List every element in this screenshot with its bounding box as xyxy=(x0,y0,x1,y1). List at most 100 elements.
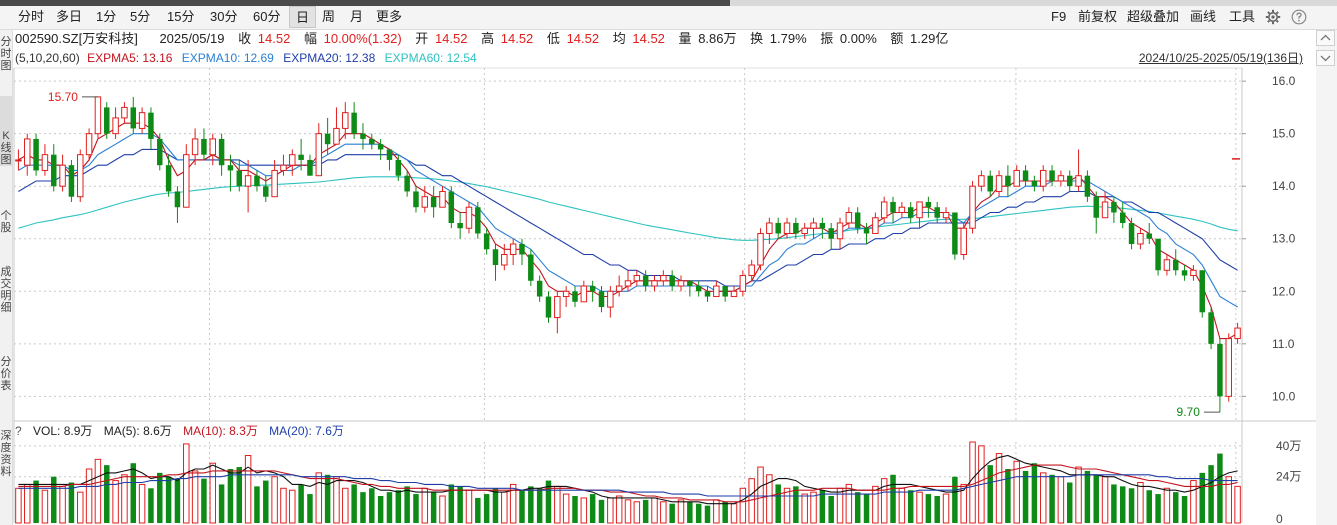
help-icon[interactable] xyxy=(1291,9,1307,25)
candle-body xyxy=(598,291,605,308)
volume-bar xyxy=(104,465,110,523)
period-tab-day[interactable]: 日 xyxy=(289,6,317,28)
period-tab-fenshi[interactable]: 分时 xyxy=(18,9,45,24)
volume-bar xyxy=(1049,474,1055,523)
volume-bar xyxy=(1128,488,1135,523)
sidebar-item-kline[interactable]: K线图 xyxy=(0,130,12,166)
indicator-params[interactable]: (5,10,20,60) xyxy=(15,51,80,65)
candle-body xyxy=(298,154,304,160)
super-overlay-button[interactable]: 超级叠加 xyxy=(1127,9,1180,24)
period-tab-month[interactable]: 月 xyxy=(350,9,364,24)
period-tab-5min[interactable]: 5分 xyxy=(130,9,151,24)
volume-bar xyxy=(413,494,419,523)
volume-bar xyxy=(589,494,596,523)
volume-bar xyxy=(492,488,499,523)
candle-body xyxy=(863,228,870,234)
candle-body xyxy=(24,138,31,166)
right-scroll-strip[interactable] xyxy=(1316,30,1337,525)
candle-body xyxy=(660,275,667,282)
period-tab-1min[interactable]: 1分 xyxy=(96,9,117,24)
volume-bar xyxy=(952,476,958,523)
volume-value: 8.86万 xyxy=(698,31,737,46)
candle-body xyxy=(457,222,463,229)
volume-bar xyxy=(880,478,888,524)
volume-bar xyxy=(315,472,323,524)
candle-body xyxy=(704,291,711,297)
candle-body xyxy=(112,117,119,135)
volume-bar xyxy=(395,490,402,523)
collapse-up-button[interactable] xyxy=(1316,30,1335,46)
collapse-down-button[interactable] xyxy=(1316,50,1335,66)
turnover-label: 换 xyxy=(750,31,764,46)
candle-body xyxy=(554,296,561,319)
volume-bar xyxy=(1075,466,1082,524)
candle-body xyxy=(448,191,455,223)
sidebar-item-stock[interactable]: 个股 xyxy=(0,210,12,234)
candle-body xyxy=(819,222,826,229)
volume-bar xyxy=(1217,453,1223,523)
volume-help-icon[interactable]: ? xyxy=(15,424,22,438)
candle-body xyxy=(536,280,543,297)
gear-icon[interactable] xyxy=(1265,9,1281,25)
volume-bar xyxy=(59,485,66,524)
price-tick-label: 14.0 xyxy=(1272,179,1296,193)
price-tick-label: 13.0 xyxy=(1272,232,1296,246)
candle-body xyxy=(289,154,296,166)
candle-body xyxy=(995,175,1003,192)
f9-button[interactable]: F9 xyxy=(1051,9,1067,24)
volume-bar xyxy=(907,490,914,523)
candle-body xyxy=(978,175,985,187)
volume-bar xyxy=(607,497,614,524)
volume-bar xyxy=(1093,474,1099,523)
sidebar-item-trades[interactable]: 成交明细 xyxy=(0,266,12,314)
candle-body xyxy=(130,107,137,129)
ema20-line xyxy=(18,148,1238,287)
vol-value: VOL: 8.9万 xyxy=(33,424,93,438)
candle-body xyxy=(872,217,879,234)
sidebar-item-deep-data[interactable]: 深度资料 xyxy=(0,430,12,478)
volume-bar xyxy=(801,493,808,524)
volume-bar xyxy=(836,487,844,524)
volume-bar xyxy=(615,495,623,524)
volume-bar xyxy=(890,474,896,523)
candle-body xyxy=(801,227,808,234)
candle-body xyxy=(218,138,225,166)
volume-bar xyxy=(1137,482,1144,524)
volume-bar xyxy=(1181,496,1188,523)
open-label: 开 xyxy=(415,31,429,46)
draw-line-button[interactable]: 画线 xyxy=(1190,9,1217,24)
sidebar-item-price-table[interactable]: 分价表 xyxy=(0,356,12,392)
candle-body xyxy=(1128,222,1135,244)
date-range-label[interactable]: 2024/10/25-2025/05/19(136日) xyxy=(1138,51,1303,65)
volume-bar xyxy=(386,492,393,523)
volume-bar xyxy=(669,503,675,523)
volume-bar xyxy=(121,474,128,524)
candle-body xyxy=(1075,175,1082,187)
candle-body xyxy=(562,290,570,298)
period-tab-30min[interactable]: 30分 xyxy=(210,9,238,24)
volume-label: 量 xyxy=(678,31,692,46)
period-tab-more[interactable]: 更多 xyxy=(376,9,403,24)
candle-body xyxy=(969,185,976,229)
adjust-forward-button[interactable]: 前复权 xyxy=(1078,9,1118,24)
avg-value: 14.52 xyxy=(632,31,665,46)
tools-button[interactable]: 工具 xyxy=(1229,9,1256,24)
period-tab-15min[interactable]: 15分 xyxy=(167,9,195,24)
candle-body xyxy=(916,201,923,219)
period-tab-60min[interactable]: 60分 xyxy=(253,9,281,24)
period-tab-duori[interactable]: 多日 xyxy=(56,9,83,24)
candle-body xyxy=(1119,212,1126,223)
candle-body xyxy=(942,211,950,219)
candle-body xyxy=(413,191,419,208)
candle-body xyxy=(1039,169,1047,187)
candle-body xyxy=(695,286,702,292)
candle-body xyxy=(475,207,481,234)
period-tab-week[interactable]: 周 xyxy=(322,9,336,24)
amount-value: 1.29亿 xyxy=(910,31,949,46)
sidebar-item-fenshi[interactable]: 分时图 xyxy=(0,36,12,72)
candle-body xyxy=(183,154,190,208)
volume-bar xyxy=(77,491,84,524)
candle-body xyxy=(174,191,181,208)
volume-bar xyxy=(819,490,826,523)
